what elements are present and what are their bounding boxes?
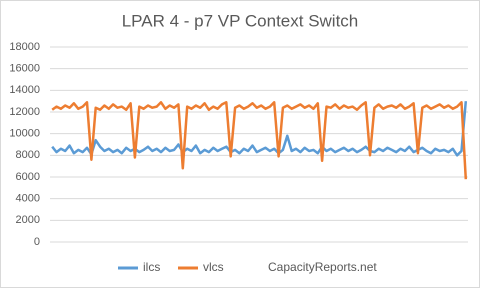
y-tick-label: 18000	[9, 41, 40, 53]
y-tick-label: 0	[34, 236, 40, 248]
y-tick-label: 14000	[9, 84, 40, 96]
legend-label: vlcs	[203, 260, 224, 274]
y-tick-label: 8000	[16, 149, 40, 161]
credit: CapacityReports.net	[268, 260, 377, 274]
chart-title: LPAR 4 - p7 VP Context Switch	[122, 11, 359, 30]
y-tick-label: 4000	[16, 193, 40, 205]
series-line	[51, 101, 468, 180]
y-tick-label: 6000	[16, 171, 40, 183]
y-tick-label: 2000	[16, 214, 40, 226]
series-line	[51, 101, 468, 157]
y-tick-label: 16000	[9, 63, 40, 75]
y-tick-label: 10000	[9, 128, 40, 140]
legend-label: ilcs	[143, 260, 160, 274]
y-tick-label: 12000	[9, 106, 40, 118]
